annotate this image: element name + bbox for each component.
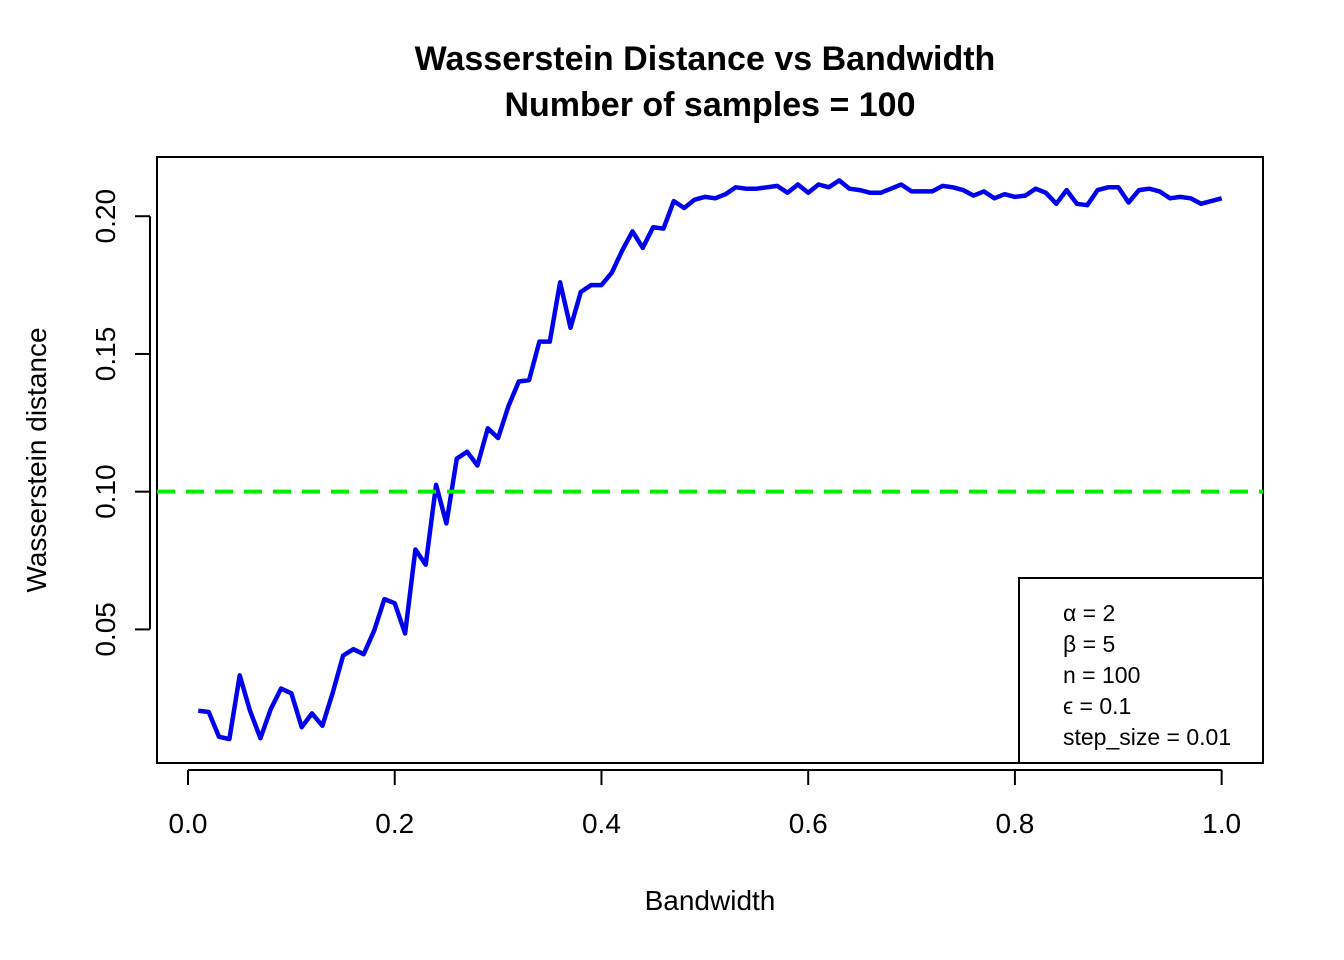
y-axis-label: Wasserstein distance: [21, 327, 52, 592]
x-tick-label: 0.2: [375, 808, 414, 839]
chart-subtitle: Number of samples = 100: [504, 86, 915, 124]
legend-entry: α = 2: [1063, 600, 1115, 626]
y-tick-label: 0.15: [90, 327, 121, 382]
y-tick-label: 0.10: [90, 464, 121, 518]
legend-entry: step_size = 0.01: [1063, 724, 1231, 750]
legend-entry: n = 100: [1063, 662, 1140, 688]
y-tick-label: 0.20: [90, 189, 121, 244]
x-tick-label: 1.0: [1202, 808, 1241, 839]
legend-entry: ϵ = 0.1: [1063, 693, 1131, 719]
chart-title: Wasserstein Distance vs Bandwidth: [415, 40, 996, 78]
series-layer: [157, 178, 1263, 742]
legend: α = 2 β = 5 n = 100 ϵ = 0.1 step_size = …: [1018, 577, 1264, 764]
x-tick-label: 0.8: [995, 808, 1034, 839]
x-tick-label: 0.6: [789, 808, 828, 839]
plot-frame: [156, 156, 1264, 764]
x-axis: 0.0 0.2 0.4 0.6 0.8 1.0: [169, 769, 1241, 839]
x-tick-label: 0.4: [582, 808, 621, 839]
legend-entry: β = 5: [1063, 631, 1115, 657]
y-axis: 0.05 0.10 0.15 0.20: [90, 189, 151, 657]
series-line: [198, 178, 1223, 742]
y-tick-label: 0.05: [90, 602, 121, 657]
x-tick-label: 0.0: [169, 808, 208, 839]
legend-box: [1018, 577, 1264, 764]
x-axis-label: Bandwidth: [645, 885, 776, 916]
